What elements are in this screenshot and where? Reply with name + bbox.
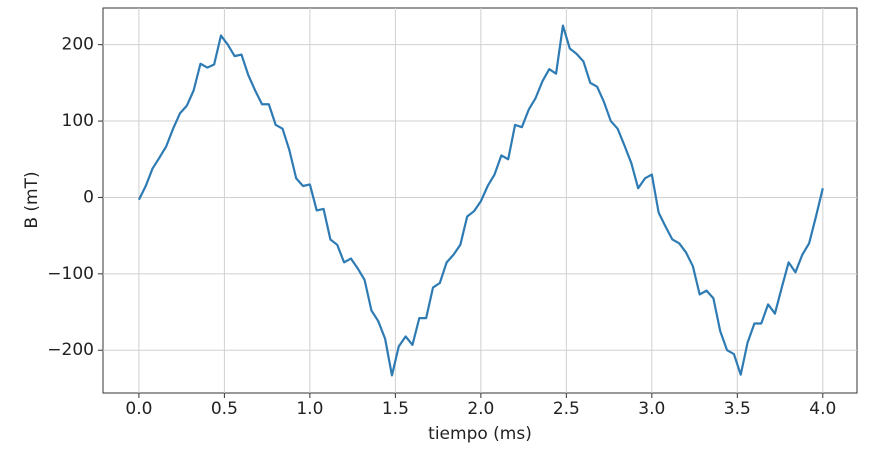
- y-tick-label: −200: [47, 340, 94, 360]
- x-tick-label: 2.0: [467, 399, 494, 419]
- x-tick-label: 0.0: [125, 399, 152, 419]
- y-tick-label: 100: [62, 111, 94, 131]
- x-tick-label: 3.5: [724, 399, 751, 419]
- x-tick-label: 3.0: [638, 399, 665, 419]
- x-axis-label: tiempo (ms): [428, 424, 532, 444]
- y-tick-label: 200: [62, 35, 94, 55]
- data-line: [137, 24, 824, 377]
- x-tick-label: 0.5: [211, 399, 238, 419]
- y-tick-label: −100: [47, 264, 94, 284]
- x-tick-label: 2.5: [553, 399, 580, 419]
- y-tick-label: 0: [83, 187, 94, 207]
- x-tick-label: 4.0: [809, 399, 836, 419]
- x-tick-label: 1.5: [382, 399, 409, 419]
- y-axis-label: B (mT): [22, 171, 42, 228]
- plot-frame: [102, 7, 858, 394]
- x-tick-label: 1.0: [296, 399, 323, 419]
